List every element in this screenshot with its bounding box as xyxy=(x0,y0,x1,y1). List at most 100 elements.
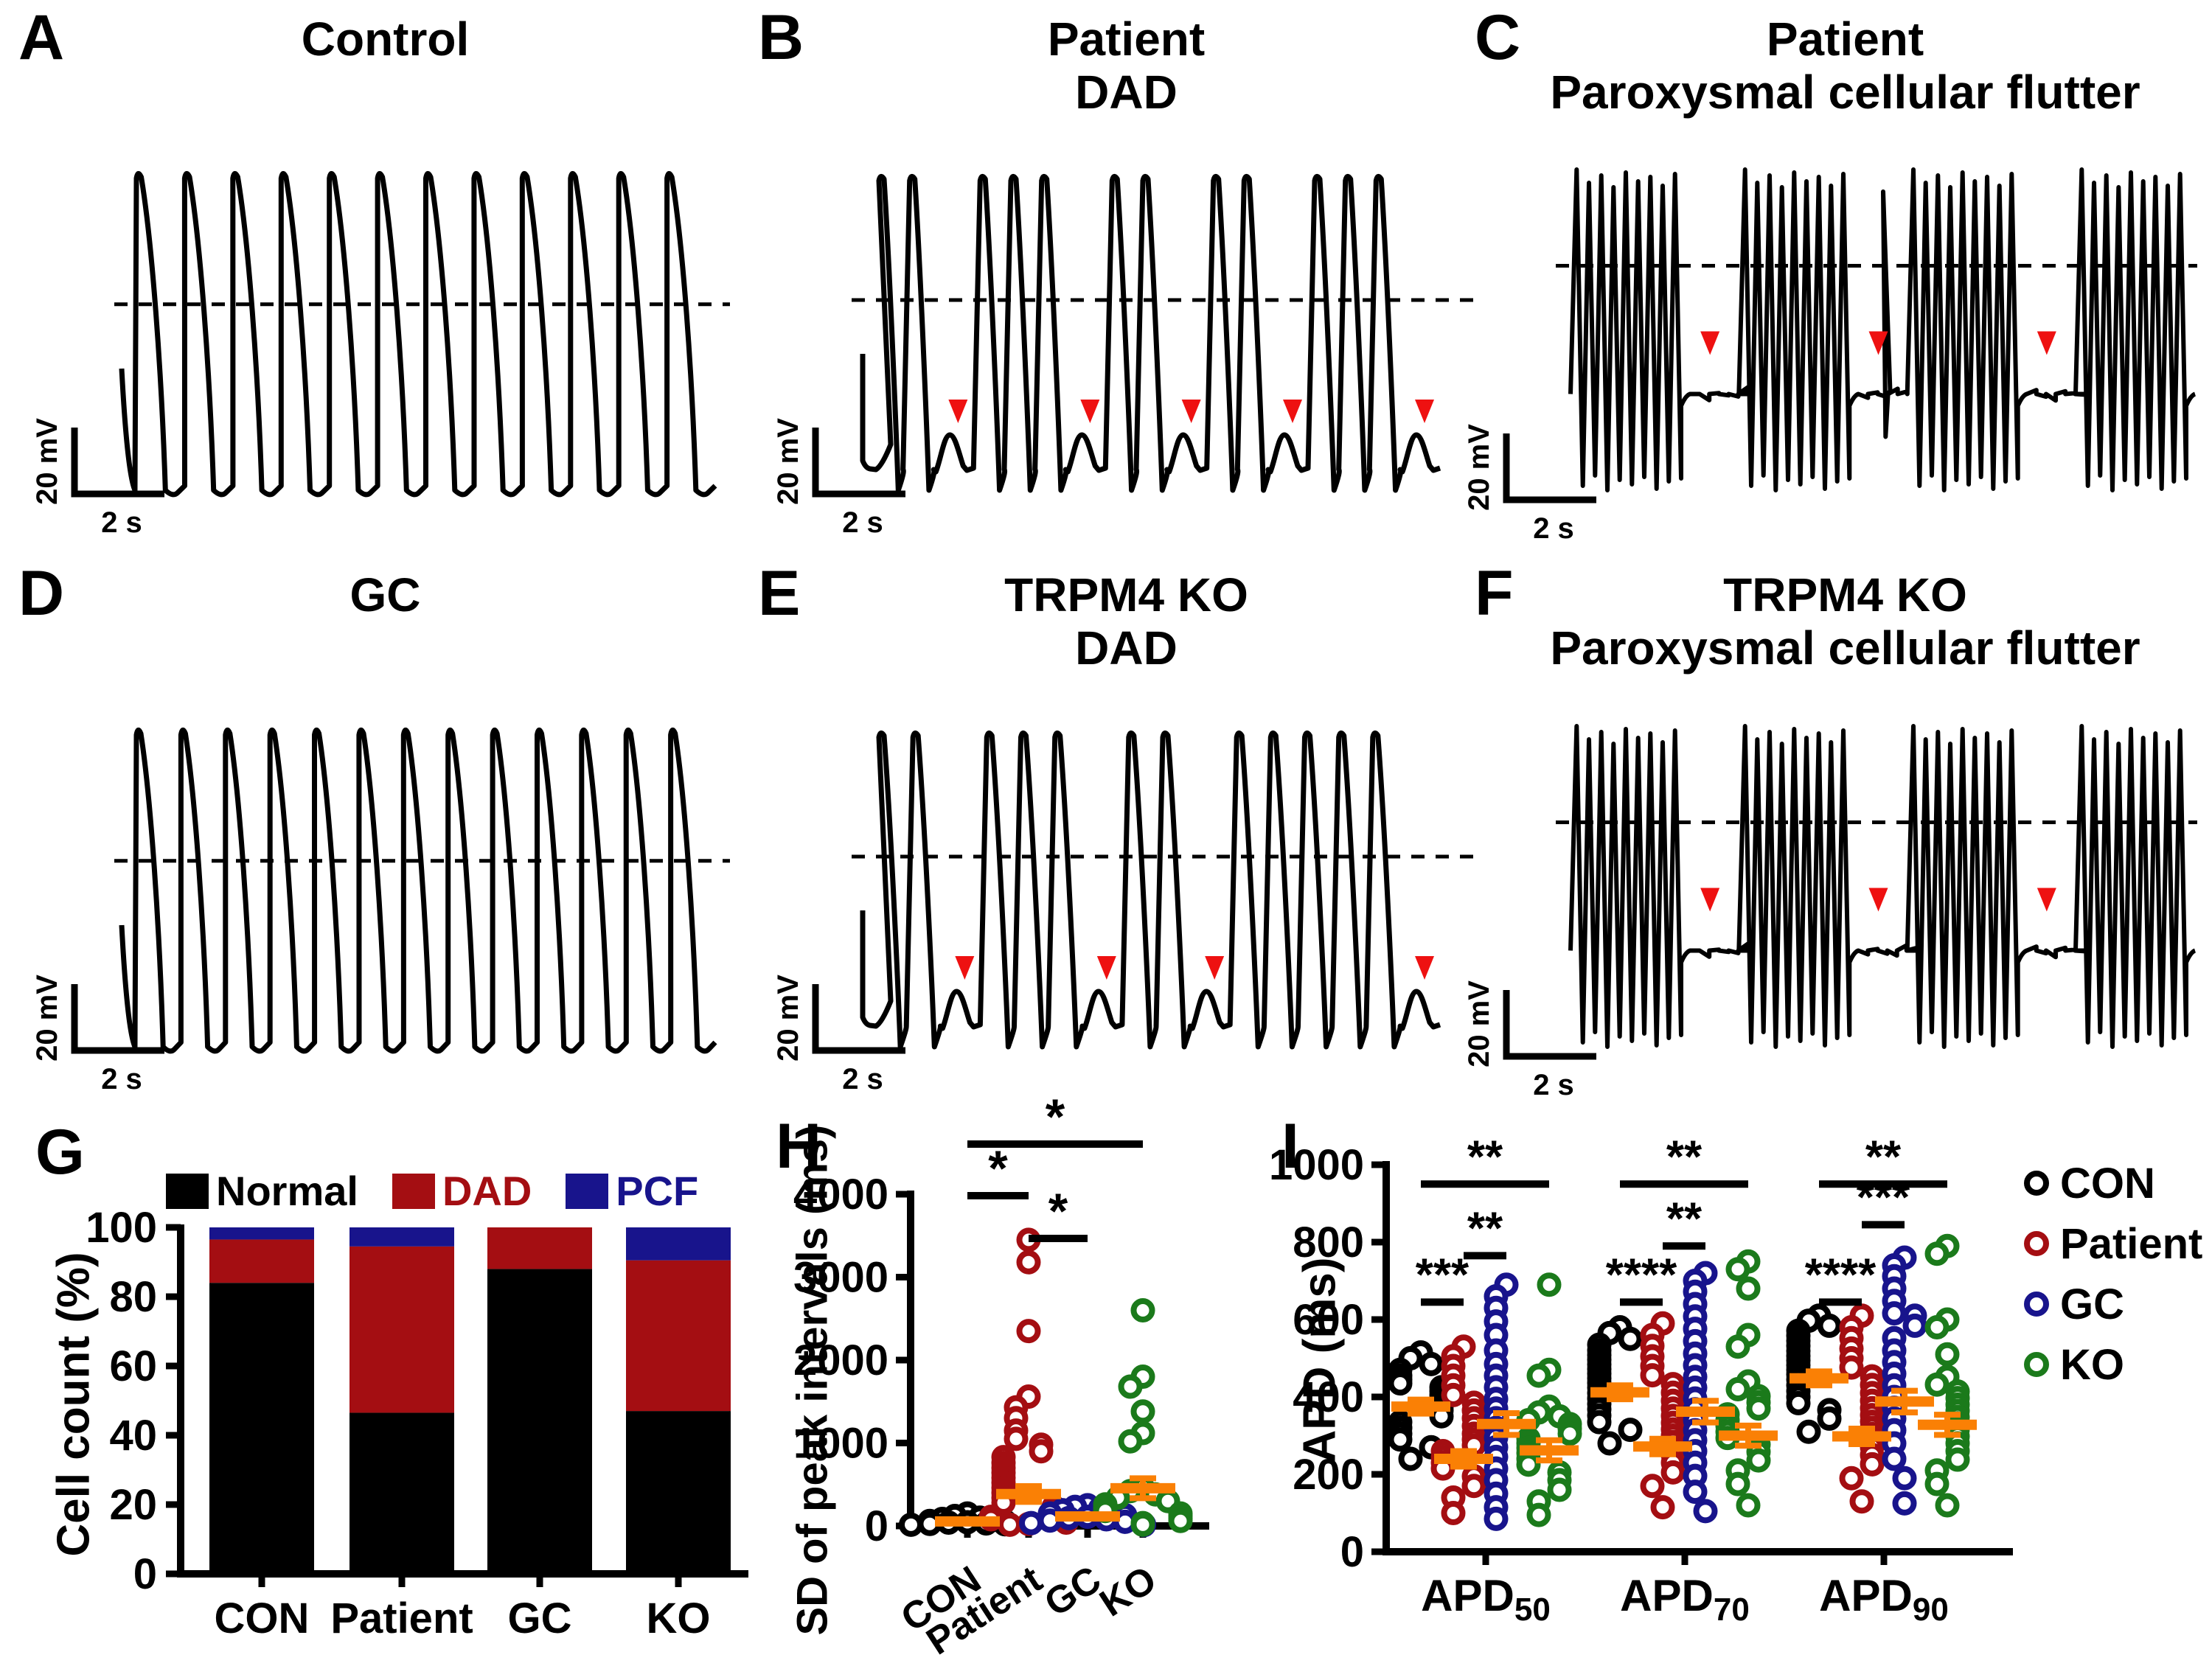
scatter-point xyxy=(1537,1272,1562,1297)
panel-c-trace: 20 mV 2 s xyxy=(1463,167,2197,545)
scatter-point xyxy=(1725,1257,1750,1282)
scatter-point xyxy=(1441,1501,1466,1525)
scatter-point xyxy=(1860,1451,1885,1477)
scalebar-time-label: 2 s xyxy=(1533,1069,1574,1101)
dad-arrowhead-icon xyxy=(1868,888,1888,912)
panel-label-e: E xyxy=(758,558,801,629)
dad-arrowhead-icon xyxy=(1700,888,1720,912)
scatter-point xyxy=(1725,1471,1750,1496)
scatter-point xyxy=(1736,1493,1761,1518)
bar-segment-normal xyxy=(487,1269,592,1574)
ap-trace-path xyxy=(119,171,717,498)
scatter-point xyxy=(1526,1502,1551,1527)
bar-legend: Normal DAD PCF xyxy=(166,1167,698,1215)
legend-label-normal: Normal xyxy=(216,1168,358,1214)
significance-stars: **** xyxy=(1606,1250,1677,1300)
panel-b-trace: 20 mV 2 s xyxy=(772,174,1475,539)
scatter-point xyxy=(1547,1477,1572,1502)
apd70-group-label: APD70 xyxy=(1620,1571,1750,1628)
dad-arrowhead-icon xyxy=(1181,400,1201,423)
scalebar-time-label: 2 s xyxy=(101,506,142,539)
legend-marker-ko xyxy=(2024,1352,2049,1377)
dad-arrowhead-icon xyxy=(2037,888,2056,912)
scatter-point xyxy=(1516,1452,1541,1477)
scatter-point xyxy=(1650,1495,1675,1520)
significance-stars: ** xyxy=(1467,1203,1503,1254)
stacked-bar-chart: 0 20 40 60 80 100 CON Patient GC KO xyxy=(86,1204,748,1642)
scatter-point xyxy=(1839,1465,1864,1491)
scatter-point xyxy=(1924,1315,1950,1339)
scatter-point xyxy=(1945,1447,1970,1472)
x-category-label: GC xyxy=(508,1594,572,1642)
scatter-point xyxy=(1388,1371,1413,1396)
legend-label-patient: Patient xyxy=(2060,1220,2202,1268)
scalebar-voltage-label: 20 mV xyxy=(31,418,63,505)
panel-b-title-2: DAD xyxy=(1075,66,1178,119)
scatter-point xyxy=(1130,1399,1155,1424)
scatter-point xyxy=(1839,1355,1864,1380)
significance-stars: ** xyxy=(1666,1193,1703,1244)
dad-arrowhead-icon xyxy=(1700,331,1720,355)
scatter-point xyxy=(1640,1363,1665,1388)
panel-label-c: C xyxy=(1475,2,1521,73)
x-category-label: KO xyxy=(647,1594,711,1642)
y-tick-label: 60 xyxy=(109,1342,157,1390)
panel-c-title-1: Patient xyxy=(1766,13,1924,66)
scatter-point xyxy=(1924,1471,1950,1496)
y-tick-label: 40 xyxy=(109,1412,157,1460)
scatter-point xyxy=(1882,1301,1907,1326)
scalebar-voltage-label: 20 mV xyxy=(772,975,804,1062)
significance-stars: ** xyxy=(1467,1132,1503,1182)
scatter-point xyxy=(1618,1418,1643,1443)
legend-swatch-normal xyxy=(166,1173,209,1209)
scatter-point xyxy=(1746,1396,1771,1421)
scatter-point xyxy=(1817,1406,1842,1431)
y-tick-label: 1000 xyxy=(1269,1141,1364,1189)
bar-segment-pcf xyxy=(626,1227,731,1261)
y-tick-label: 3000 xyxy=(793,1254,888,1302)
scalebar-voltage-label: 20 mV xyxy=(1463,980,1495,1067)
y-tick-label: 4000 xyxy=(793,1171,888,1219)
scatter-point xyxy=(1388,1427,1413,1452)
y-tick-label: 80 xyxy=(109,1273,157,1321)
panel-d-title: GC xyxy=(349,568,421,621)
y-tick-label: 800 xyxy=(1293,1219,1364,1266)
significance-stars: * xyxy=(1048,1183,1068,1239)
dad-arrowhead-icon xyxy=(1205,956,1225,980)
legend-label-dad: DAD xyxy=(442,1168,532,1214)
dad-trace-path xyxy=(860,174,1441,493)
scalebar-voltage-label: 20 mV xyxy=(31,975,63,1062)
scatter-point xyxy=(1461,1474,1486,1499)
significance-stars: * xyxy=(988,1140,1008,1196)
scatter-point xyxy=(1640,1474,1665,1499)
legend-label-gc: GC xyxy=(2060,1280,2124,1328)
ap-trace-path xyxy=(119,728,717,1054)
bar-segment-pcf xyxy=(209,1227,314,1240)
panel-label-g: G xyxy=(35,1117,85,1188)
panel-e-title-1: TRPM4 KO xyxy=(1004,568,1248,621)
scatter-point xyxy=(1587,1409,1612,1435)
scatter-point xyxy=(1786,1390,1811,1415)
scatter-point xyxy=(1817,1313,1842,1338)
scatter-point xyxy=(1892,1491,1917,1516)
bar-segment-dad xyxy=(349,1246,454,1413)
y-tick-label: 20 xyxy=(109,1481,157,1529)
significance-stars: ** xyxy=(1666,1132,1703,1182)
scatter-point xyxy=(1924,1241,1950,1266)
scatter-point xyxy=(1130,1512,1155,1537)
scatter-point xyxy=(998,1512,1022,1537)
panel-label-a: A xyxy=(18,2,65,73)
scatter-point xyxy=(1796,1419,1821,1444)
scatter-point xyxy=(1736,1276,1761,1301)
legend-marker-patient xyxy=(2024,1231,2049,1256)
scale-bar xyxy=(71,984,164,1054)
dad-arrowhead-icon xyxy=(955,956,975,980)
legend-marker-gc xyxy=(2024,1292,2049,1317)
scatter-point xyxy=(1683,1479,1708,1505)
y-tick-label: 200 xyxy=(1293,1451,1364,1499)
scatter-point xyxy=(1557,1421,1582,1446)
scatter-point xyxy=(1892,1465,1917,1491)
scale-bar xyxy=(812,428,905,498)
panel-d-trace: 20 mV 2 s xyxy=(31,728,730,1095)
